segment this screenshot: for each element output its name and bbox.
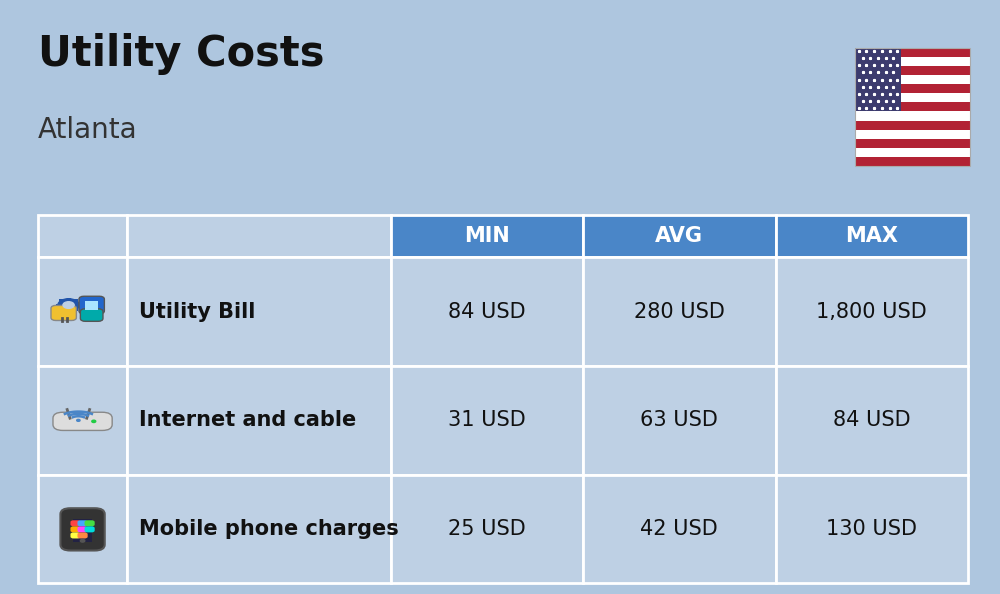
- Text: AVG: AVG: [655, 226, 703, 246]
- FancyBboxPatch shape: [583, 215, 776, 257]
- FancyBboxPatch shape: [67, 298, 71, 300]
- Circle shape: [92, 420, 96, 422]
- FancyBboxPatch shape: [77, 526, 88, 532]
- FancyBboxPatch shape: [74, 299, 78, 302]
- FancyBboxPatch shape: [74, 308, 78, 311]
- FancyBboxPatch shape: [855, 66, 970, 75]
- Text: 31 USD: 31 USD: [448, 410, 526, 430]
- Circle shape: [80, 539, 85, 542]
- Text: Internet and cable: Internet and cable: [139, 410, 356, 430]
- Text: 280 USD: 280 USD: [634, 302, 725, 322]
- Text: 63 USD: 63 USD: [640, 410, 718, 430]
- FancyBboxPatch shape: [73, 519, 92, 542]
- Circle shape: [58, 299, 79, 311]
- FancyBboxPatch shape: [85, 301, 98, 309]
- FancyBboxPatch shape: [855, 84, 970, 93]
- FancyBboxPatch shape: [855, 102, 970, 112]
- FancyBboxPatch shape: [85, 520, 95, 526]
- Text: Utility Costs: Utility Costs: [38, 33, 324, 75]
- FancyBboxPatch shape: [85, 526, 95, 532]
- Text: Mobile phone charges: Mobile phone charges: [139, 519, 399, 539]
- FancyBboxPatch shape: [855, 48, 901, 112]
- FancyBboxPatch shape: [776, 366, 968, 475]
- Text: 130 USD: 130 USD: [826, 519, 917, 539]
- FancyBboxPatch shape: [80, 309, 103, 321]
- FancyBboxPatch shape: [776, 475, 968, 583]
- FancyBboxPatch shape: [855, 93, 970, 102]
- FancyBboxPatch shape: [127, 366, 391, 475]
- Text: 25 USD: 25 USD: [448, 519, 526, 539]
- FancyBboxPatch shape: [38, 475, 127, 583]
- FancyBboxPatch shape: [70, 532, 81, 539]
- FancyBboxPatch shape: [391, 257, 583, 366]
- FancyBboxPatch shape: [855, 112, 970, 121]
- Text: 84 USD: 84 USD: [833, 410, 911, 430]
- FancyBboxPatch shape: [67, 310, 71, 312]
- FancyBboxPatch shape: [127, 475, 391, 583]
- FancyBboxPatch shape: [51, 305, 76, 321]
- FancyBboxPatch shape: [59, 299, 63, 302]
- Text: 42 USD: 42 USD: [640, 519, 718, 539]
- FancyBboxPatch shape: [127, 257, 391, 366]
- Circle shape: [63, 302, 74, 308]
- Text: 1,800 USD: 1,800 USD: [816, 302, 927, 322]
- FancyBboxPatch shape: [776, 215, 968, 257]
- FancyBboxPatch shape: [127, 215, 391, 257]
- FancyBboxPatch shape: [583, 257, 776, 366]
- FancyBboxPatch shape: [391, 366, 583, 475]
- FancyBboxPatch shape: [56, 304, 60, 307]
- Text: MIN: MIN: [464, 226, 510, 246]
- FancyBboxPatch shape: [855, 129, 970, 139]
- FancyBboxPatch shape: [391, 215, 583, 257]
- FancyBboxPatch shape: [70, 526, 81, 532]
- FancyBboxPatch shape: [38, 366, 127, 475]
- FancyBboxPatch shape: [77, 304, 81, 307]
- FancyBboxPatch shape: [38, 215, 127, 257]
- Text: Atlanta: Atlanta: [38, 116, 138, 144]
- FancyBboxPatch shape: [79, 296, 104, 314]
- FancyBboxPatch shape: [53, 412, 112, 431]
- FancyBboxPatch shape: [855, 48, 970, 56]
- FancyBboxPatch shape: [583, 475, 776, 583]
- FancyBboxPatch shape: [60, 508, 105, 551]
- FancyBboxPatch shape: [77, 532, 88, 539]
- FancyBboxPatch shape: [70, 520, 81, 526]
- FancyBboxPatch shape: [855, 139, 970, 148]
- FancyBboxPatch shape: [776, 257, 968, 366]
- FancyBboxPatch shape: [77, 520, 88, 526]
- FancyBboxPatch shape: [855, 56, 970, 66]
- Text: MAX: MAX: [845, 226, 898, 246]
- FancyBboxPatch shape: [855, 157, 970, 166]
- FancyBboxPatch shape: [583, 366, 776, 475]
- FancyBboxPatch shape: [855, 121, 970, 129]
- FancyBboxPatch shape: [855, 75, 970, 84]
- FancyBboxPatch shape: [59, 308, 63, 311]
- FancyBboxPatch shape: [855, 148, 970, 157]
- Text: Utility Bill: Utility Bill: [139, 302, 256, 322]
- FancyBboxPatch shape: [38, 257, 127, 366]
- FancyBboxPatch shape: [391, 475, 583, 583]
- Text: 84 USD: 84 USD: [448, 302, 526, 322]
- Circle shape: [77, 419, 80, 421]
